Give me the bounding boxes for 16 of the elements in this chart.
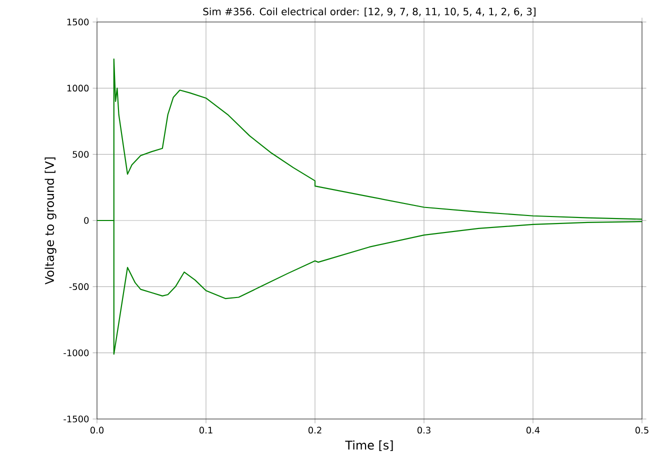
- x-tick-label: 0.4: [526, 426, 540, 434]
- x-axis-title: Time [s]: [345, 440, 393, 452]
- x-tick-label: 0.1: [199, 426, 212, 434]
- x-tick-label: 0.5: [635, 426, 648, 434]
- x-tick-label: 0.0: [90, 426, 104, 434]
- y-tick-label: 1500: [67, 18, 89, 26]
- y-tick-label: -500: [69, 283, 89, 290]
- y-tick-label: 0: [84, 217, 89, 224]
- y-tick-label: 500: [72, 150, 89, 158]
- chart-title: Sim #356. Coil electrical order: [12, 9, 7, 8, 11, 10, 5, 4, 1, 2, 6, 3]: [203, 8, 536, 16]
- x-tick-label: 0.3: [417, 426, 430, 434]
- y-tick-label: -1000: [64, 349, 89, 356]
- y-tick-label: -1500: [64, 416, 89, 422]
- x-tick-label: 0.2: [308, 426, 322, 434]
- y-tick-label: 1000: [67, 84, 89, 92]
- y-axis-title: Voltage to ground [V]: [44, 157, 56, 284]
